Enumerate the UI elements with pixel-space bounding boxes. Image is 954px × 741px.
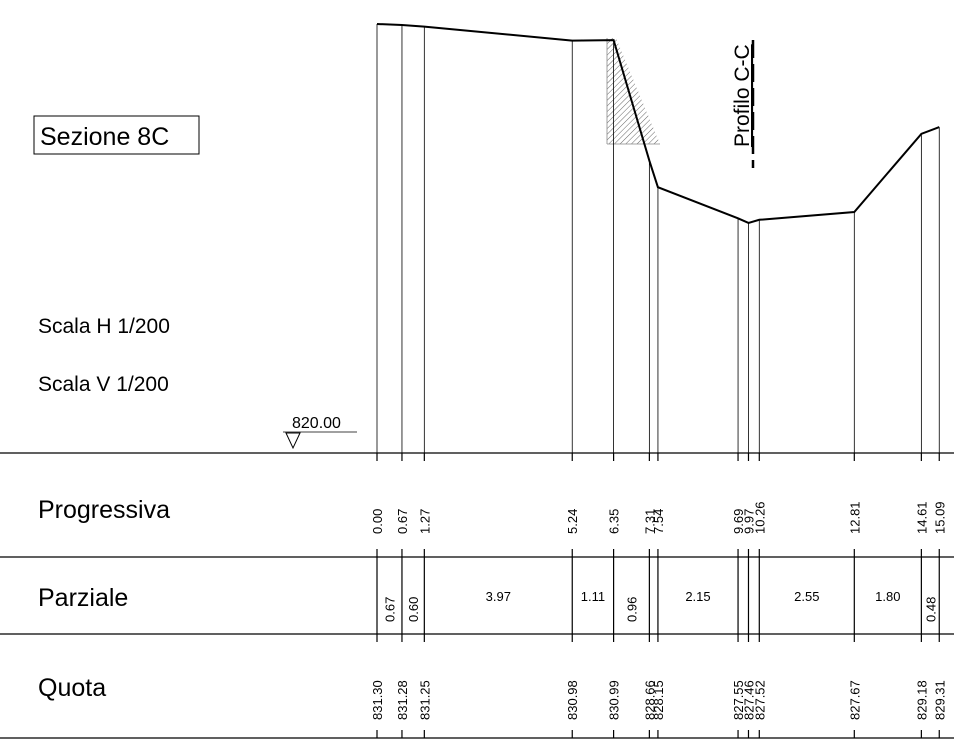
elevation-label: 830.99 (607, 680, 622, 720)
elevation-label: 831.25 (417, 680, 432, 720)
profile-cc-label: Profilo C-C (731, 44, 754, 147)
partial-label: 0.60 (406, 597, 421, 622)
progressive-label: 7.54 (651, 509, 666, 534)
partial-label: 0.48 (923, 597, 938, 622)
data-table: Progressiva Parziale Quota (0, 452, 954, 739)
datum-label: 820.00 (292, 415, 341, 432)
partial-label: 0.67 (382, 597, 397, 622)
progressive-label: 6.35 (607, 509, 622, 534)
progressive-label: 14.61 (914, 501, 929, 534)
partial-label: 3.97 (486, 589, 511, 604)
partial-label: 0.96 (624, 597, 639, 622)
elevation-label: 831.30 (370, 680, 385, 720)
partial-label: 2.15 (685, 589, 710, 604)
row-label-quota: Quota (38, 674, 106, 702)
datum-marker: 820.00 (283, 415, 357, 450)
elevation-label: 827.46 (741, 680, 756, 720)
progressive-label: 5.24 (565, 509, 580, 534)
progressive-label: 9.69 (731, 509, 746, 534)
partial-label: 2.55 (794, 589, 819, 604)
elevation-label: 831.28 (395, 680, 410, 720)
elevation-label: 827.52 (752, 680, 767, 720)
elevation-label: 827.67 (847, 680, 862, 720)
progressive-label: 10.26 (752, 501, 767, 534)
elevation-label: 827.55 (731, 680, 746, 720)
progressive-label: 1.27 (417, 509, 432, 534)
scale-vertical: Scala V 1/200 (38, 373, 169, 396)
table-marks: 0.00 831.30 0.67 831.28 1.27 831.25 5.24 830.98… (370, 453, 947, 738)
elevation-label: 829.31 (932, 680, 947, 720)
partial-label: 1.11 (581, 589, 605, 604)
progressive-label: 15.09 (932, 501, 947, 534)
elevation-label: 829.18 (914, 680, 929, 720)
row-label-progressiva: Progressiva (38, 496, 170, 524)
elevation-label: 828.66 (642, 680, 657, 720)
elevation-label: 830.98 (565, 680, 580, 720)
hatched-area (607, 38, 660, 144)
section-title-box: Sezione 8C (33, 115, 200, 155)
elevation-label: 828.15 (651, 680, 666, 720)
progressive-label: 9.97 (741, 509, 756, 534)
progressive-label: 0.00 (370, 509, 385, 534)
section-title: Sezione 8C (40, 123, 169, 151)
row-label-parziale: Parziale (38, 584, 128, 612)
station-verticals (376, 24, 940, 453)
partial-label: 1.80 (875, 589, 900, 604)
progressive-label: 7.31 (642, 509, 657, 534)
scale-horizontal: Scala H 1/200 (38, 315, 170, 338)
progressive-label: 12.81 (847, 501, 862, 534)
profile-cc-marker: Profilo C-C (731, 40, 755, 168)
progressive-label: 0.67 (395, 509, 410, 534)
